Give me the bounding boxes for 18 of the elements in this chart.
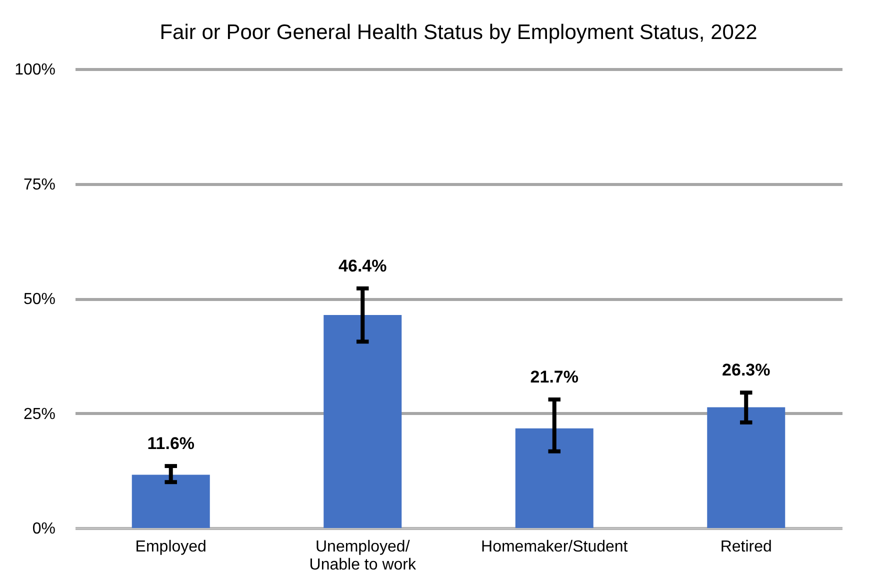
data-label: 46.4%: [338, 256, 387, 276]
x-tick-label: Unemployed/ Unable to work: [309, 538, 417, 574]
data-label: 26.3%: [722, 360, 770, 380]
x-tick-label: Employed: [135, 538, 206, 556]
bar: [515, 428, 594, 528]
x-tick-label: Retired: [720, 538, 772, 556]
y-tick-label: 0%: [32, 520, 56, 538]
y-tick-label: 25%: [23, 406, 56, 423]
y-tick-label: 100%: [14, 62, 56, 78]
x-tick-label: Homemaker/Student: [481, 538, 628, 556]
data-label: 21.7%: [530, 367, 578, 386]
bar: [132, 474, 210, 528]
bar: [707, 407, 786, 528]
data-label: 11.6%: [147, 434, 195, 454]
bar: [324, 315, 402, 528]
y-tick-label: 75%: [23, 176, 56, 194]
chart-title: Fair or Poor General Health Status by Employment Status, 2022: [160, 21, 758, 44]
y-tick-label: 50%: [23, 291, 56, 308]
